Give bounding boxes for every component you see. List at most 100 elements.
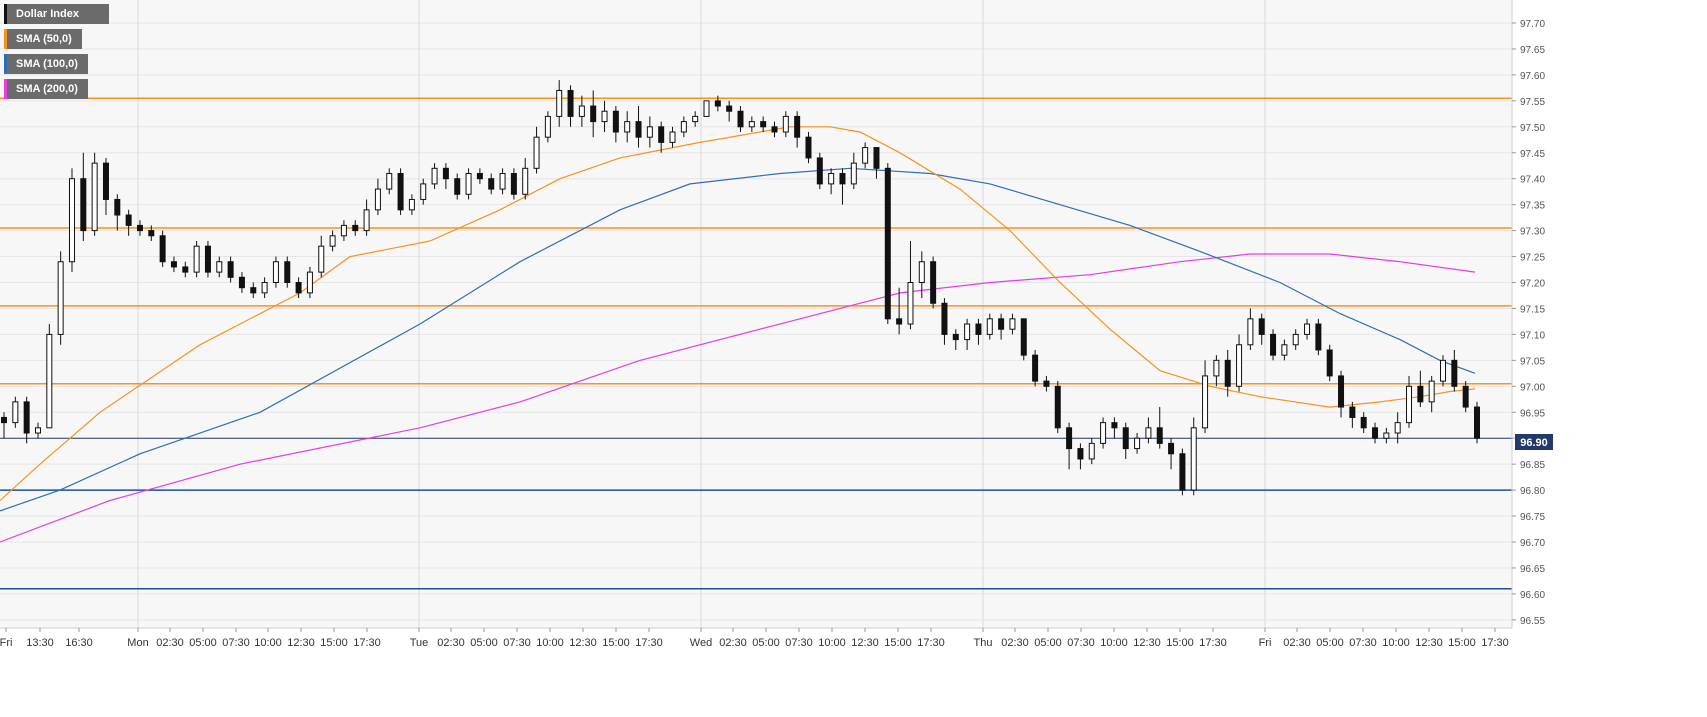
x-tick-label: 02:30 <box>1001 637 1029 649</box>
candle <box>1156 407 1163 449</box>
candle <box>782 111 789 138</box>
x-tick-label: 02:30 <box>156 637 184 649</box>
candle <box>952 329 959 350</box>
candle <box>1213 355 1220 387</box>
candle-body <box>23 401 30 434</box>
candle-body <box>1247 318 1254 346</box>
candle <box>635 106 642 148</box>
candle <box>760 116 767 132</box>
candle-body <box>748 121 755 128</box>
candle <box>510 168 517 200</box>
x-tick-label: 15:00 <box>884 637 912 649</box>
last-price-label: 96.90 <box>1520 437 1548 449</box>
candle-body <box>193 245 200 273</box>
candle <box>261 277 268 299</box>
candle <box>363 199 370 236</box>
legend-item-sma50[interactable]: SMA (50,0) <box>4 29 82 49</box>
candle-body <box>46 333 53 429</box>
x-tick-label: 12:30 <box>569 637 597 649</box>
x-tick-label: 12:30 <box>287 637 315 649</box>
candle-body <box>669 131 676 143</box>
candle <box>34 422 41 439</box>
candle <box>476 168 483 184</box>
x-tick-label: 10:00 <box>536 637 564 649</box>
candle-body <box>1020 318 1027 356</box>
y-tick-label: 97.30 <box>1520 227 1545 238</box>
candle <box>850 152 857 190</box>
candle <box>488 173 495 195</box>
candle-body <box>1213 359 1220 377</box>
legend-item-sma200[interactable]: SMA (200,0) <box>4 79 88 99</box>
candle-body <box>1462 385 1469 408</box>
candle-body <box>578 105 585 117</box>
candle <box>170 256 177 273</box>
x-tick-label: 10:00 <box>254 637 282 649</box>
candle <box>1168 438 1175 470</box>
candle <box>216 256 223 278</box>
candle <box>1122 422 1129 459</box>
legend-item-sma100[interactable]: SMA (100,0) <box>4 54 88 74</box>
candle <box>1224 349 1231 397</box>
x-tick-label: 12:30 <box>851 637 879 649</box>
candle-body <box>930 261 937 304</box>
candle-body <box>771 126 778 133</box>
candle-body <box>567 89 574 117</box>
candle-body <box>998 318 1005 330</box>
x-tick-label: 05:00 <box>1034 637 1062 649</box>
candle <box>567 85 574 127</box>
candle-body <box>182 266 189 273</box>
y-tick-label: 97.50 <box>1520 123 1545 134</box>
candle-body <box>397 173 404 211</box>
candle-body <box>374 188 381 211</box>
candle <box>1451 349 1458 392</box>
y-tick-label: 96.75 <box>1520 512 1545 523</box>
x-tick-label: 10:00 <box>1100 637 1128 649</box>
candle <box>918 251 925 299</box>
candle <box>533 126 540 174</box>
candle-body <box>1224 359 1231 387</box>
candle <box>839 168 846 205</box>
candle <box>1372 422 1379 444</box>
legend-swatch-sma100 <box>4 54 7 74</box>
candle <box>1066 422 1073 470</box>
candle-body <box>442 167 449 180</box>
candle <box>125 209 132 236</box>
candle <box>941 298 948 345</box>
candle <box>1349 401 1356 428</box>
candle-body <box>1440 359 1447 382</box>
candle <box>499 168 506 195</box>
x-tick-label: Wed <box>690 637 712 649</box>
candle <box>1247 308 1254 350</box>
candle-body <box>975 323 982 335</box>
candle-body <box>125 214 132 226</box>
candle-body <box>964 323 971 341</box>
candle-body <box>612 110 619 133</box>
candle <box>1304 318 1311 340</box>
legend-item-price[interactable]: Dollar Index Spot <box>4 4 109 40</box>
candle-body <box>1009 318 1016 330</box>
x-tick-label: 17:30 <box>1199 637 1227 649</box>
candle-body <box>522 167 529 195</box>
x-tick-label: 07:30 <box>1067 637 1095 649</box>
x-tick-label: 05:00 <box>189 637 217 649</box>
candle <box>1190 417 1197 496</box>
candle-body <box>1326 349 1333 377</box>
candle <box>1281 339 1288 361</box>
candle <box>1270 329 1277 361</box>
candle <box>737 106 744 132</box>
x-tick-label: 15:00 <box>602 637 630 649</box>
y-tick-label: 96.55 <box>1520 616 1545 627</box>
legend-label-sma200: SMA (200,0) <box>16 83 78 95</box>
x-tick-label: Fri <box>0 637 12 649</box>
x-tick-label: 15:00 <box>1448 637 1476 649</box>
candle-body <box>1428 380 1435 403</box>
candle <box>1315 318 1322 356</box>
candle-body <box>692 115 699 123</box>
y-tick-label: 97.70 <box>1520 19 1545 30</box>
candle <box>998 313 1005 340</box>
last-price-tag: 96.90 <box>1515 434 1553 450</box>
y-tick-label: 97.00 <box>1520 382 1545 393</box>
candle-body <box>873 147 880 169</box>
candle-body <box>703 100 710 117</box>
candle <box>986 313 993 340</box>
